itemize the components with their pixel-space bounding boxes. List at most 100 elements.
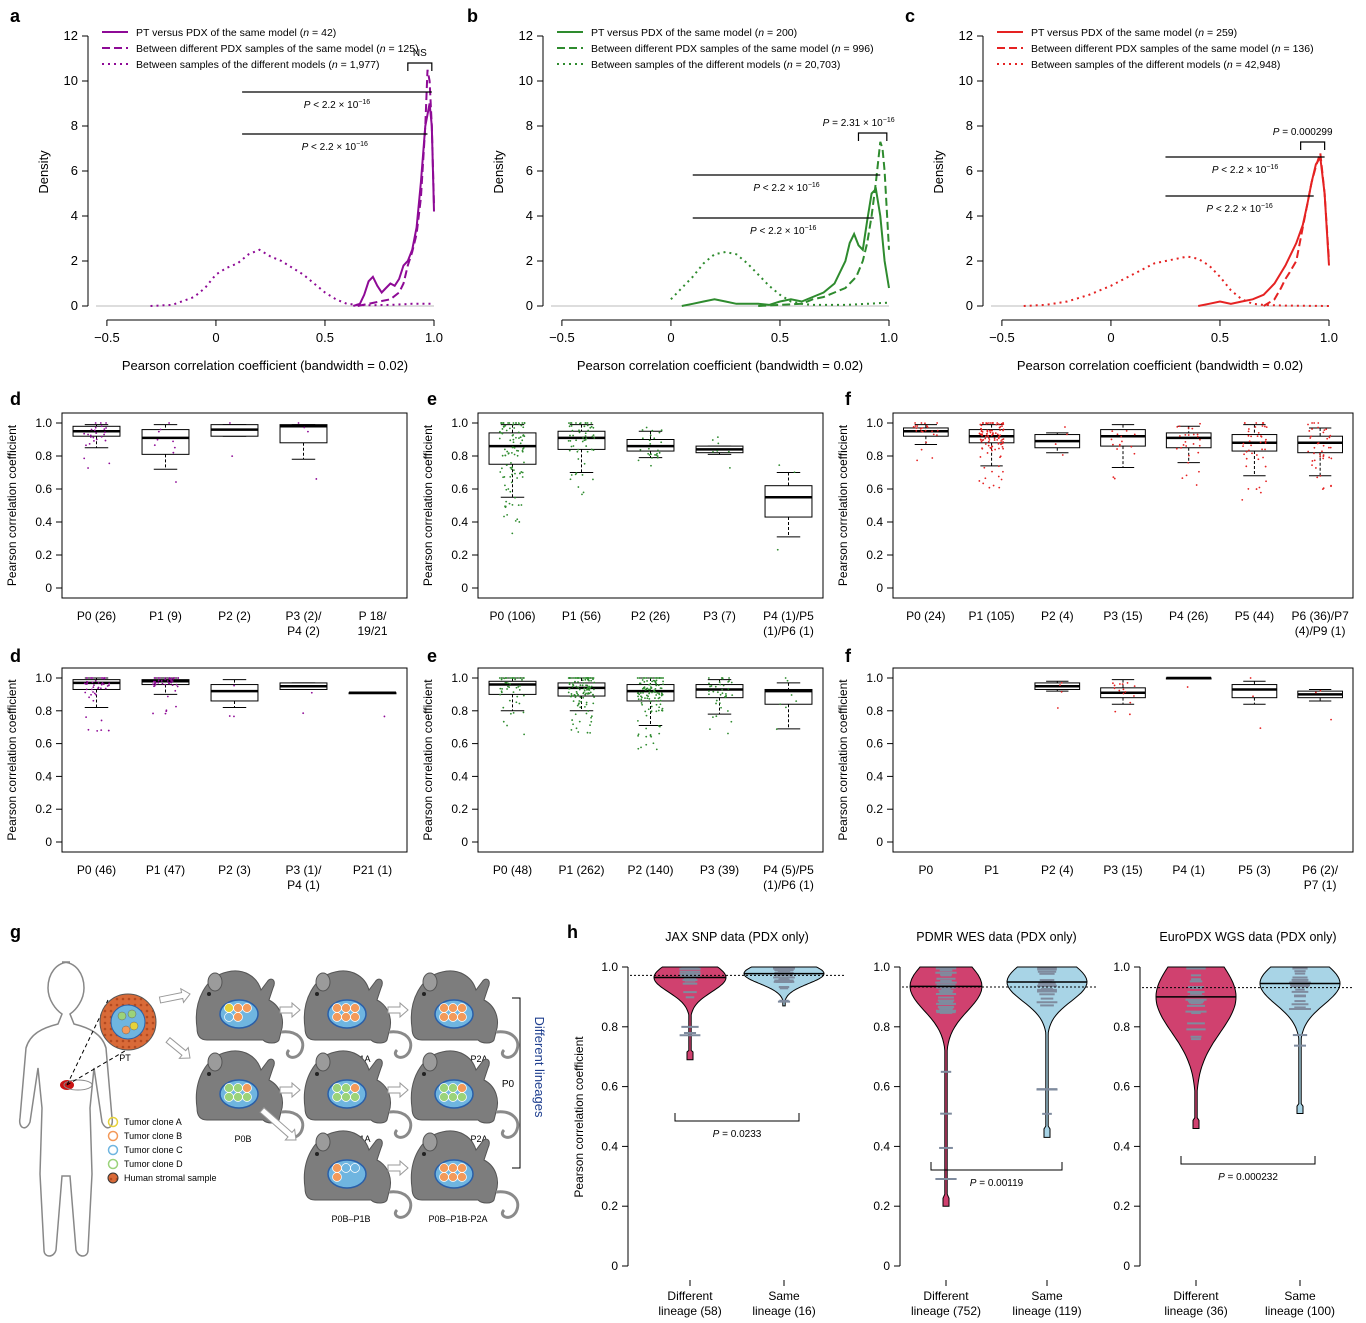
data-point	[502, 476, 505, 479]
y-tick-label: 10	[959, 73, 973, 88]
density-curve-solid	[681, 186, 890, 307]
data-point	[99, 422, 102, 424]
y-tick-label: 0.4	[451, 769, 468, 783]
data-point	[101, 677, 104, 679]
data-point	[1060, 690, 1063, 693]
data-point	[97, 681, 100, 684]
data-point	[511, 466, 514, 469]
data-point	[1308, 430, 1311, 432]
clone-cell	[332, 1012, 342, 1022]
pvalue-label: P = 0.000232	[1218, 1172, 1278, 1183]
y-tick-label: 0	[876, 581, 883, 595]
data-point	[575, 472, 578, 474]
data-point	[509, 466, 512, 469]
significance-bracket	[930, 1162, 1063, 1171]
data-point	[915, 427, 918, 430]
clone-cell	[457, 1012, 467, 1022]
mouse-tail	[388, 1110, 413, 1139]
data-point	[507, 452, 510, 455]
data-point	[999, 456, 1001, 459]
data-point	[984, 435, 987, 438]
data-point	[1000, 422, 1003, 425]
data-point	[517, 431, 520, 434]
legend-swatch	[107, 1116, 119, 1128]
data-point	[513, 446, 516, 449]
data-point	[652, 679, 655, 682]
data-point	[1181, 477, 1184, 480]
data-point	[1186, 686, 1189, 688]
y-tick-label: 0.2	[35, 548, 52, 562]
data-point	[1323, 429, 1326, 432]
data-point	[101, 682, 104, 684]
data-point	[498, 437, 501, 440]
data-point	[658, 693, 661, 696]
data-point	[511, 532, 514, 535]
y-tick-label: 0.2	[451, 548, 468, 562]
data-point	[719, 693, 722, 696]
y-tick-label: 0.4	[873, 1139, 890, 1153]
panel-label: e	[427, 646, 437, 666]
clone-cell	[448, 1083, 458, 1093]
box	[557, 682, 606, 697]
data-point	[581, 474, 584, 476]
clone-cell	[224, 1003, 234, 1013]
data-point	[1311, 460, 1314, 462]
clone-cell	[233, 1092, 243, 1102]
data-point	[639, 448, 642, 451]
data-point	[980, 427, 982, 430]
data-point	[519, 677, 522, 679]
y-tick-label: 0	[883, 1259, 890, 1273]
data-point	[655, 677, 658, 679]
y-tick-label: 12	[64, 28, 78, 43]
data-point	[784, 706, 787, 709]
category-label: P1 (56)	[562, 609, 601, 623]
y-tick-label: 0.2	[866, 548, 883, 562]
data-point	[511, 446, 514, 449]
data-point	[100, 435, 103, 438]
data-point	[89, 434, 92, 437]
bracket-pvalue: P = 0.000299	[1273, 127, 1333, 138]
data-point	[659, 687, 662, 689]
legend-entry: Between samples of the different models …	[1031, 59, 1280, 71]
data-point	[515, 436, 517, 439]
data-point	[1310, 435, 1312, 438]
violin	[909, 966, 983, 1207]
legend-entry: PT versus PDX of the same model (n = 200…	[591, 27, 797, 39]
y-tick-label: 0.8	[1113, 1020, 1130, 1034]
data-point	[924, 422, 926, 425]
data-point	[233, 715, 235, 718]
x-tick-label: 1.0	[1320, 330, 1338, 345]
data-point	[1059, 684, 1061, 687]
data-point	[585, 712, 588, 715]
data-point	[645, 743, 648, 746]
data-point	[921, 427, 924, 429]
data-point	[1250, 435, 1252, 438]
density-panel-b: b 0 2 4 6 8 10 12 −0.5 0 0.5 1.0 Pearson correlation…	[467, 6, 898, 373]
data-point	[83, 432, 86, 435]
data-point	[511, 473, 513, 476]
data-point	[1245, 465, 1248, 468]
data-point	[775, 728, 778, 731]
data-point	[925, 441, 928, 444]
data-point	[1328, 446, 1330, 449]
data-point	[501, 688, 504, 690]
data-point	[586, 450, 589, 453]
data-point	[167, 681, 170, 684]
data-point	[996, 422, 999, 424]
data-point	[153, 682, 156, 685]
data-point	[582, 682, 585, 684]
legend-swatch	[107, 1130, 119, 1142]
data-point	[916, 459, 919, 462]
arrow-shape	[387, 1001, 409, 1019]
data-point	[502, 422, 504, 424]
data-point	[637, 459, 640, 462]
data-point	[720, 677, 723, 679]
x-tick-label: 0.5	[771, 330, 789, 345]
data-point	[100, 729, 103, 732]
data-point	[93, 692, 96, 695]
clone-cell	[224, 1083, 234, 1093]
data-point	[1054, 443, 1057, 445]
data-point	[996, 438, 999, 441]
data-point	[931, 430, 933, 433]
data-point	[650, 705, 653, 708]
